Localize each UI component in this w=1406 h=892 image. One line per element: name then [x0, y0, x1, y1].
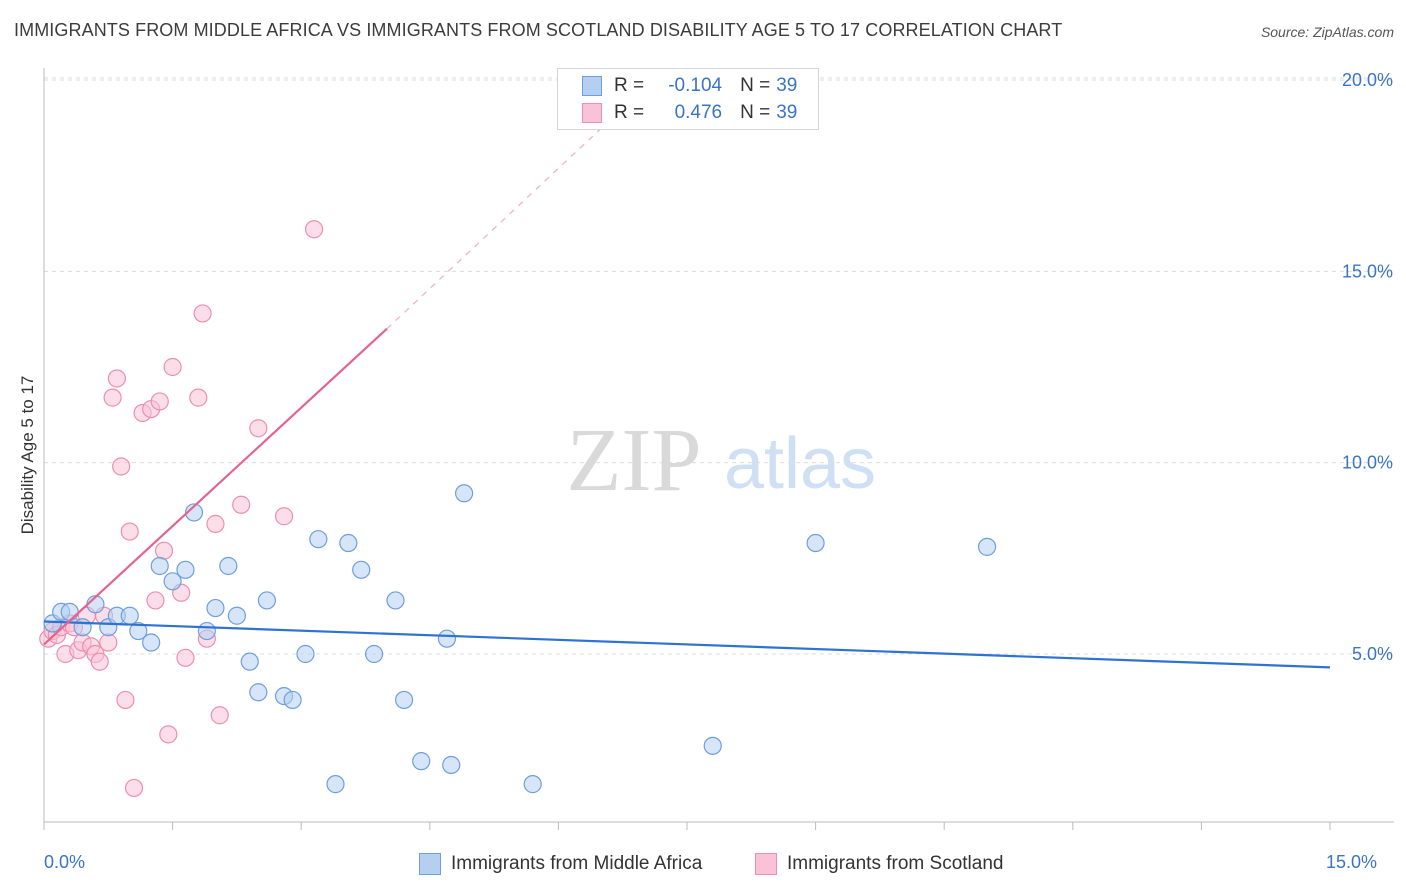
- y-tick-label: 5.0%: [1352, 644, 1393, 664]
- y-tick-label: 20.0%: [1342, 70, 1393, 90]
- bottom-legend-scotland: Immigrants from Scotland: [755, 852, 1003, 876]
- middle-africa-point: [339, 533, 358, 553]
- middle-africa-point: [442, 755, 461, 775]
- y-tick-label: 10.0%: [1342, 453, 1393, 473]
- middle-africa-point: [412, 752, 431, 771]
- middle-africa-point: [437, 629, 457, 648]
- scotland-point: [193, 304, 212, 323]
- middle-africa-point: [296, 644, 315, 664]
- x-tick-min: 0.0%: [44, 852, 86, 872]
- scotland-point: [159, 725, 178, 744]
- middle-africa-point: [150, 556, 169, 576]
- legend-n-label: N =: [740, 75, 771, 96]
- scotland-point: [249, 419, 268, 438]
- scotland-point: [304, 220, 324, 239]
- scotland-point: [99, 633, 118, 652]
- middle-africa-point: [206, 598, 225, 618]
- scotland-point: [90, 652, 109, 671]
- legend-n-value: 39: [776, 102, 798, 123]
- bottom-legend-middle-africa: Immigrants from Middle Africa: [419, 852, 702, 876]
- legend-n-label: N =: [740, 102, 771, 123]
- legend-r-label: R =: [614, 102, 645, 123]
- scotland-point: [150, 392, 169, 411]
- trendline-layer: [43, 119, 1331, 669]
- middle-africa-point: [163, 572, 182, 591]
- trendline-scotland: [43, 327, 388, 646]
- chart-title: IMMIGRANTS FROM MIDDLE AFRICA VS IMMIGRA…: [14, 20, 1063, 40]
- watermark-zip: ZIP: [567, 411, 702, 510]
- scotland-point: [274, 507, 294, 526]
- middle-africa-point: [352, 560, 371, 579]
- bottom-legend-swatch-pink: [755, 853, 777, 875]
- scotland-point: [146, 591, 165, 610]
- legend-r-value: -0.104: [668, 75, 723, 96]
- middle-africa-point: [219, 556, 238, 576]
- legend-row-scotland: R = 0.476 N = 39: [582, 100, 797, 126]
- legend-row-middle-africa: R = -0.104 N = 39: [582, 73, 797, 99]
- scotland-point: [232, 495, 251, 514]
- middle-africa-point: [240, 652, 259, 671]
- trendline-middle-africa: [43, 620, 1331, 669]
- middle-africa-point: [142, 633, 161, 652]
- scotland-point: [112, 457, 131, 476]
- scotland-point: [176, 648, 195, 667]
- middle-africa-point: [394, 690, 414, 710]
- middle-africa-point: [60, 602, 79, 622]
- scotland-point: [103, 388, 122, 407]
- scotland-point: [163, 357, 182, 377]
- scotland-point: [116, 690, 135, 710]
- scotland-point: [107, 369, 126, 388]
- legend-r-value: 0.476: [674, 102, 723, 123]
- middle-africa-point: [309, 530, 328, 549]
- legend-r-label: R =: [614, 75, 645, 96]
- middle-africa-point: [257, 591, 277, 610]
- grid-layer: [44, 77, 1394, 655]
- axis-layer: [43, 68, 1394, 830]
- bottom-legend-label: Immigrants from Scotland: [787, 853, 1004, 874]
- middle-africa-point: [184, 503, 204, 522]
- scotland-point: [154, 541, 174, 560]
- middle-africa-point: [227, 606, 246, 625]
- middle-africa-point: [703, 736, 722, 755]
- scotland-point: [120, 522, 139, 541]
- legend-swatch-pink: [582, 103, 602, 123]
- middle-africa-point: [197, 621, 216, 641]
- bottom-legend-label: Immigrants from Middle Africa: [451, 853, 703, 874]
- watermark-atlas: atlas: [724, 424, 876, 504]
- series-middle-africa-points: [43, 484, 997, 794]
- middle-africa-point: [454, 484, 474, 503]
- scotland-point: [206, 514, 225, 533]
- legend-n-value: 39: [776, 75, 798, 96]
- correlation-legend: R = -0.104 N = 39 R = 0.476 N = 39: [557, 68, 819, 130]
- middle-africa-point: [283, 690, 302, 710]
- trendline-scotland-extension: [386, 119, 611, 330]
- y-tick-labels: 5.0% 10.0% 15.0% 20.0%: [1342, 70, 1393, 664]
- scotland-point: [210, 706, 229, 725]
- series-scotland-points: [39, 220, 324, 798]
- middle-africa-point: [364, 644, 384, 664]
- watermark: ZIP atlas: [567, 411, 877, 510]
- middle-africa-point: [386, 591, 405, 610]
- middle-africa-point: [73, 618, 92, 637]
- scotland-point: [124, 778, 144, 798]
- middle-africa-point: [977, 537, 997, 556]
- legend-swatch-blue: [582, 76, 602, 96]
- middle-africa-point: [523, 775, 542, 794]
- middle-africa-point: [806, 533, 825, 553]
- middle-africa-point: [120, 606, 139, 625]
- bottom-legend-swatch-blue: [419, 853, 441, 875]
- middle-africa-point: [249, 683, 268, 702]
- source-label: Source: ZipAtlas.com: [1260, 24, 1394, 40]
- x-tick-max: 15.0%: [1326, 852, 1378, 872]
- scotland-point: [189, 388, 208, 407]
- middle-africa-point: [176, 560, 195, 579]
- y-axis-label: Disability Age 5 to 17: [18, 375, 37, 535]
- y-tick-label: 15.0%: [1342, 261, 1393, 281]
- middle-africa-point: [129, 621, 148, 641]
- middle-africa-point: [326, 775, 345, 794]
